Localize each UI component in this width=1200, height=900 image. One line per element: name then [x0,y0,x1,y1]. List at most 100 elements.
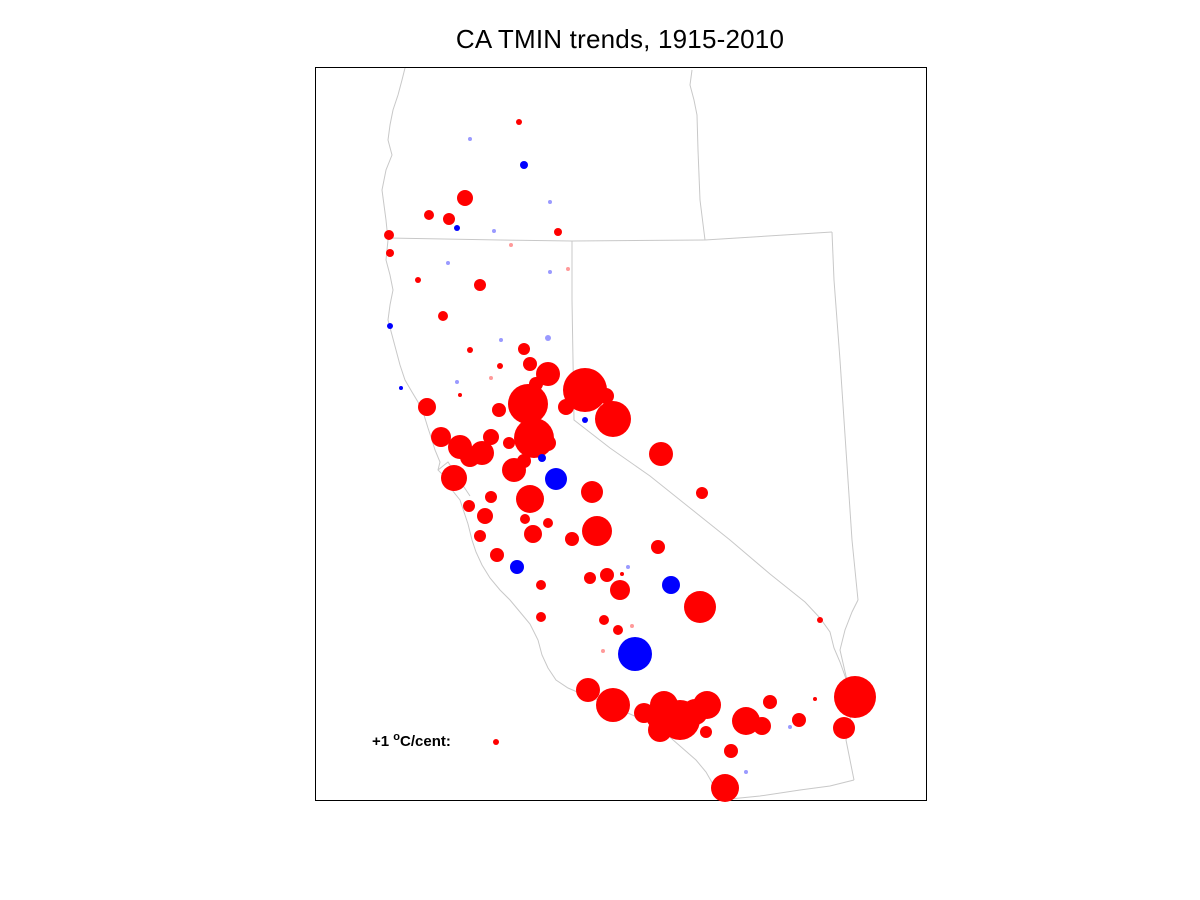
warming-station-marker [457,190,473,206]
warming-station-marker [536,612,546,622]
cooling-station-marker [662,576,680,594]
cooling-station-marker [454,225,460,231]
warming-station-marker [470,441,494,465]
cooling-station-marker [510,560,524,574]
warming-station-marker [438,311,448,321]
warming-station-marker [763,695,777,709]
mexico-border [719,779,855,801]
legend-label: +1 oC/cent: [372,731,451,750]
warming-station-marker [540,435,556,451]
cooling-station-marker [548,200,552,204]
warming-station-marker [520,514,530,524]
map-title: CA TMIN trends, 1915-2010 [455,24,785,54]
warming-station-marker [558,399,574,415]
warming-station-marker [431,427,451,447]
cooling-station-marker [545,468,567,490]
warming-station-marker [711,774,739,802]
warming-station-marker [601,649,605,653]
warming-station-marker [565,532,579,546]
warming-station-marker [424,210,434,220]
cooling-station-marker [538,454,546,462]
warming-station-marker [566,267,570,271]
warming-station-marker [536,580,546,590]
legend-marker [493,739,499,745]
warming-station-marker [516,485,544,513]
warming-station-marker [651,540,665,554]
cooling-station-marker [545,335,551,341]
warming-station-marker [834,676,876,718]
warming-station-marker [630,624,634,628]
warming-station-marker [483,429,499,445]
warming-station-marker [418,398,436,416]
legend-unit: C/cent: [400,733,451,750]
warming-station-marker [599,615,609,625]
warming-station-marker [474,279,486,291]
legend-degree-symbol: o [393,731,401,743]
warming-station-marker [458,393,462,397]
warming-station-marker [492,403,506,417]
cooling-station-marker [455,380,459,384]
warming-station-marker [684,591,716,623]
warming-station-marker [613,625,623,635]
warming-station-marker [441,465,467,491]
nv-east-border [831,231,859,601]
warming-station-marker [509,243,513,247]
cooling-station-marker [582,417,588,423]
legend-prefix: +1 [372,733,394,750]
warming-station-marker [576,678,600,702]
warming-station-marker [463,500,475,512]
warming-station-marker [536,362,560,386]
warming-station-marker [792,713,806,727]
or-ca-border [387,237,706,242]
warming-station-marker [467,347,473,353]
warming-station-marker [813,697,817,701]
cooling-station-marker [492,229,496,233]
warming-station-marker [696,487,708,499]
cooling-station-marker [626,565,630,569]
warming-station-marker [485,491,497,503]
warming-station-marker [386,249,394,257]
warming-station-marker [595,401,631,437]
warming-station-marker [582,516,612,546]
warming-station-marker [384,230,394,240]
warming-station-marker [543,518,553,528]
warming-station-marker [610,580,630,600]
warming-station-marker [600,568,614,582]
warming-station-marker [648,718,672,742]
warming-station-marker [620,572,624,576]
warming-station-marker [724,744,738,758]
warming-station-marker [524,525,542,543]
warming-station-marker [502,458,526,482]
warming-station-marker [508,384,548,424]
warming-station-marker [490,548,504,562]
warming-station-marker [477,508,493,524]
nv-north-border [704,231,833,241]
warming-station-marker [489,376,493,380]
warming-station-marker [563,368,607,412]
warming-station-marker [516,119,522,125]
cooling-station-marker [499,338,503,342]
cooling-station-marker [744,770,748,774]
warming-station-marker [833,717,855,739]
cooling-station-marker [788,725,792,729]
or-id-border [689,69,706,241]
cooling-station-marker [468,137,472,141]
warming-station-marker [518,343,530,355]
warming-station-marker [443,213,455,225]
cooling-station-marker [387,323,393,329]
warming-station-marker [817,617,823,623]
warming-station-marker [415,277,421,283]
warming-station-marker [584,572,596,584]
cooling-station-marker [520,161,528,169]
warming-station-marker [753,717,771,735]
cooling-station-marker [548,270,552,274]
station-markers [384,119,876,802]
warming-station-marker [497,363,503,369]
warming-station-marker [474,530,486,542]
warming-station-marker [503,437,515,449]
warming-station-marker [682,699,708,725]
warming-station-marker [523,357,537,371]
warming-station-marker [649,442,673,466]
cooling-station-marker [618,637,652,671]
